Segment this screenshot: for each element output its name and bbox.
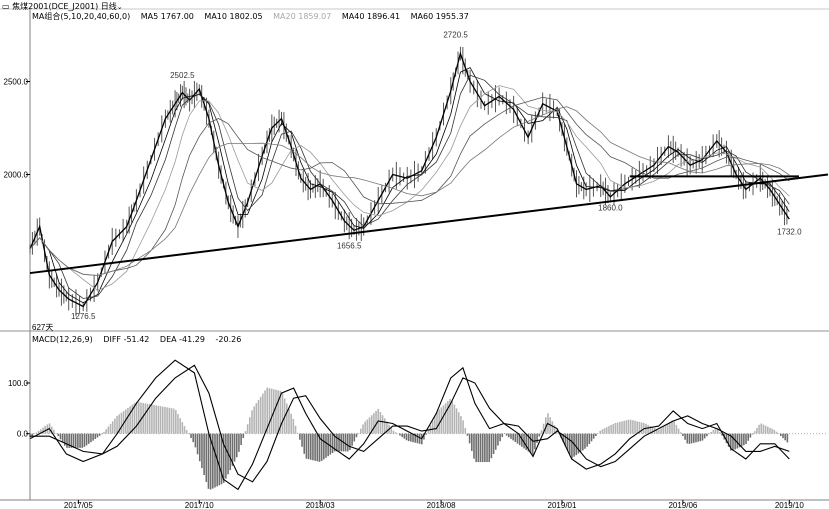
chevron-down-icon[interactable]: ⌄ bbox=[116, 3, 123, 11]
macd-group-label[interactable]: MACD(12,26,9) bbox=[32, 335, 93, 344]
macd-value: -20.26 bbox=[215, 335, 242, 344]
x-tick-label: 2019/01 bbox=[548, 501, 577, 509]
dea-value: DEA -41.29 bbox=[159, 335, 205, 344]
macd-dea-line bbox=[30, 364, 790, 483]
price-annotation: 1656.5 bbox=[337, 241, 362, 250]
x-tick-label: 2017/10 bbox=[185, 501, 214, 509]
macd-legend: MACD(12,26,9) DIFF -51.42 DEA -41.29 -20… bbox=[32, 335, 249, 344]
price-y-tick-label: 2500.0 bbox=[4, 78, 29, 87]
diff-value: DIFF -51.42 bbox=[103, 335, 150, 344]
chart-logo-icon: ▭ bbox=[2, 2, 10, 11]
ma40-value: MA40 1896.41 bbox=[341, 12, 401, 21]
chart-header: ▭ 焦煤2001(DCE_J2001) 日线⌄ bbox=[2, 1, 123, 12]
ma10-value: MA10 1802.05 bbox=[204, 12, 263, 21]
price-annotation: 1732.0 bbox=[777, 227, 802, 236]
instrument-name[interactable]: 焦煤2001(DCE_J2001) bbox=[12, 2, 99, 11]
price-annotation: 2502.5 bbox=[170, 71, 195, 80]
trendline bbox=[29, 173, 829, 275]
x-tick-label: 2017/05 bbox=[64, 501, 93, 509]
x-tick-label: 2019/06 bbox=[668, 501, 697, 509]
macd-y-tick-label: 100.0 bbox=[8, 379, 29, 388]
ma-group-label[interactable]: MA组合(5,10,20,40,60,0) bbox=[32, 12, 131, 21]
price-series-line bbox=[29, 51, 790, 308]
x-tick-label: 2018/03 bbox=[306, 501, 335, 509]
price-annotation: 1860.0 bbox=[598, 204, 623, 213]
bar-count-label: 627天 bbox=[32, 323, 53, 332]
period-label[interactable]: 日线 bbox=[100, 2, 117, 11]
ma5-value: MA5 1767.00 bbox=[140, 12, 194, 21]
price-y-tick-label: 2000.0 bbox=[4, 171, 29, 180]
ma10-line bbox=[29, 74, 790, 299]
x-tick-label: 2019/10 bbox=[775, 501, 804, 509]
x-tick-label: 2018/08 bbox=[427, 501, 456, 509]
ma-legend: MA组合(5,10,20,40,60,0) MA5 1767.00 MA10 1… bbox=[32, 11, 477, 22]
ma60-line bbox=[29, 106, 790, 276]
ma5-line bbox=[29, 67, 790, 304]
macd-y-tick-label: 0.0 bbox=[17, 430, 29, 439]
price-annotation: 1276.5 bbox=[71, 312, 96, 321]
ma60-value: MA60 1955.37 bbox=[410, 12, 469, 21]
ma20-value: MA20 1859.07 bbox=[273, 12, 332, 21]
ma20-line bbox=[29, 85, 790, 291]
price-annotation: 2720.5 bbox=[443, 31, 468, 40]
macd-diff-line bbox=[29, 359, 790, 491]
ma40-line bbox=[29, 96, 790, 276]
